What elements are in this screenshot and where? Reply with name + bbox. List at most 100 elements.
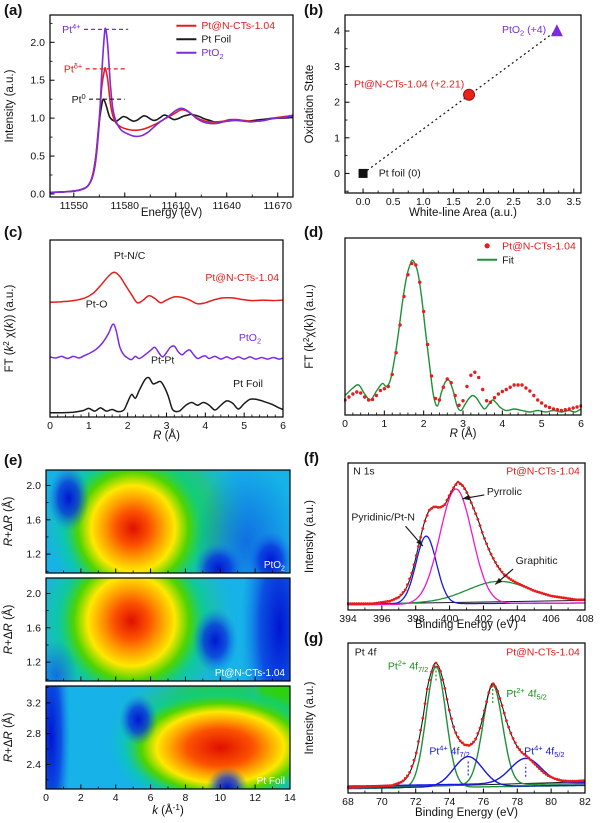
svg-text:2.0: 2.0	[26, 480, 41, 492]
svg-text:394: 394	[339, 613, 357, 625]
svg-text:11670: 11670	[263, 200, 292, 212]
panel-c-ft-exafs-chart: 0 1 2 3 4 5 6 Pt-N/C Pt@N-CTs-1.04 Pt-O PtO2 Pt-Pt P…	[2, 239, 286, 442]
svg-text:Pt Foil: Pt Foil	[233, 378, 263, 390]
svg-text:PtO2: PtO2	[201, 47, 223, 61]
svg-text:406: 406	[542, 613, 560, 625]
svg-text:4: 4	[499, 418, 505, 430]
svg-text:68: 68	[342, 796, 354, 808]
panel-b-label: (b)	[304, 2, 324, 19]
svg-text:Pt-N/C: Pt-N/C	[114, 250, 146, 262]
panel-d-label: (d)	[304, 224, 324, 241]
svg-text:0.0: 0.0	[356, 196, 371, 208]
svg-text:2: 2	[125, 420, 131, 432]
svg-text:Pt0: Pt0	[72, 92, 86, 106]
svg-text:4: 4	[202, 420, 208, 432]
svg-text:0.5: 0.5	[386, 196, 401, 208]
svg-text:Energy (eV): Energy (eV)	[141, 207, 203, 219]
svg-text:Intensity (a.u.): Intensity (a.u.)	[304, 681, 316, 754]
svg-text:3: 3	[164, 420, 170, 432]
svg-text:Pt@N-CTs-1.04 (+2.21): Pt@N-CTs-1.04 (+2.21)	[354, 78, 464, 90]
svg-text:Pt 4f: Pt 4f	[355, 647, 377, 659]
panel-g-pt4f-xps-chart: 68 70 72 74 76 78 80 82 Pt 4f Pt@N-CTs-1.04 Pt2+ 4…	[304, 642, 591, 819]
svg-text:0.0: 0.0	[30, 188, 45, 200]
svg-text:PtO2: PtO2	[264, 560, 285, 573]
svg-text:Binding Energy (eV): Binding Energy (eV)	[415, 619, 518, 631]
svg-text:80: 80	[545, 796, 557, 808]
svg-text:White-line Area (a.u.): White-line Area (a.u.)	[409, 207, 517, 219]
svg-text:FT (k2 χ(k)) (a.u.): FT (k2 χ(k)) (a.u.)	[2, 284, 16, 372]
svg-text:11640: 11640	[213, 200, 242, 212]
svg-text:2: 2	[334, 97, 340, 109]
svg-text:0: 0	[342, 418, 348, 430]
svg-text:12: 12	[249, 792, 261, 804]
svg-text:Pyrrolic: Pyrrolic	[487, 486, 522, 498]
svg-text:3.5: 3.5	[566, 196, 581, 208]
svg-text:3: 3	[460, 418, 466, 430]
svg-text:6: 6	[578, 418, 584, 430]
panel-f-n1s-xps-chart: 394 396 398 400 402 404 406 408 N 1s Pt@N-CTs-1.0…	[304, 462, 594, 631]
svg-text:3: 3	[334, 61, 340, 73]
svg-text:5: 5	[539, 418, 545, 430]
panel-g-label: (g)	[304, 630, 324, 647]
svg-text:2.0: 2.0	[476, 196, 491, 208]
svg-text:1.6: 1.6	[26, 514, 41, 526]
svg-text:4: 4	[334, 26, 340, 38]
svg-text:400: 400	[441, 613, 459, 625]
svg-text:1.5: 1.5	[446, 196, 461, 208]
svg-text:1: 1	[86, 420, 92, 432]
svg-text:Pt4+ 4f5/2: Pt4+ 4f5/2	[524, 743, 564, 759]
svg-text:404: 404	[509, 613, 527, 625]
svg-text:4: 4	[113, 792, 119, 804]
svg-text:Intensity (a.u.): Intensity (a.u.)	[304, 500, 316, 573]
panel-d-exafs-fit-chart: 0 1 2 3 4 5 6 Pt@N-CTs-1.04 Fit R (Å) FT (k2χ(k)) …	[302, 237, 584, 440]
svg-text:R+ΔR (Å): R+ΔR (Å)	[2, 713, 15, 763]
svg-text:82: 82	[579, 796, 591, 808]
panel-f-label: (f)	[304, 450, 319, 467]
svg-text:3.2: 3.2	[26, 697, 41, 709]
svg-text:402: 402	[475, 613, 493, 625]
svg-text:Pt-O: Pt-O	[86, 299, 108, 311]
svg-text:10: 10	[214, 792, 226, 804]
svg-text:1: 1	[381, 418, 387, 430]
svg-text:R+ΔR (Å): R+ΔR (Å)	[2, 497, 15, 547]
svg-text:Pt@N-CTs-1.04: Pt@N-CTs-1.04	[502, 240, 576, 252]
svg-text:1.0: 1.0	[30, 113, 45, 125]
svg-text:11610: 11610	[162, 200, 191, 212]
svg-text:N 1s: N 1s	[353, 466, 375, 478]
svg-text:R (Å): R (Å)	[153, 429, 180, 442]
svg-text:2: 2	[78, 792, 84, 804]
svg-text:Ptδ+: Ptδ+	[64, 62, 82, 76]
svg-text:Oxidation State: Oxidation State	[304, 65, 316, 144]
svg-text:70: 70	[376, 796, 388, 808]
svg-text:0.5: 0.5	[30, 151, 45, 163]
svg-text:1: 1	[334, 132, 340, 144]
svg-text:0: 0	[43, 792, 49, 804]
svg-text:1.2: 1.2	[26, 549, 41, 561]
svg-text:Fit: Fit	[502, 254, 514, 266]
svg-text:1.5: 1.5	[30, 75, 45, 87]
panel-e-wavelet-transform-heatmaps: 1.2 1.6 2.0 PtO2 R+ΔR (Å) 1.2 1.6 2.0 Pt@N-CTs-1…	[2, 469, 296, 817]
panel-a-xanes-chart: 11550 11580 11610 11640 11670 0.0 0.5 1.0 1.5 2.0…	[4, 14, 294, 219]
svg-text:8: 8	[183, 792, 189, 804]
svg-text:Pt2+ 4f7/2: Pt2+ 4f7/2	[388, 658, 428, 674]
svg-text:Binding Energy (eV): Binding Energy (eV)	[415, 807, 518, 819]
svg-text:PtO2 (+4): PtO2 (+4)	[502, 24, 546, 38]
svg-text:1.6: 1.6	[26, 622, 41, 634]
panel-b-oxidation-state-chart: 0.0 0.5 1.0 1.5 2.0 2.5 3.0 3.5 0 1 2 3 4 Pt@N-CTs-1.…	[304, 14, 582, 219]
svg-text:Pyridinic/Pt-N: Pyridinic/Pt-N	[351, 512, 415, 524]
svg-text:Pt@N-CTs-1.04: Pt@N-CTs-1.04	[506, 466, 580, 478]
svg-text:R (Å): R (Å)	[450, 427, 477, 440]
panel-e-label: (e)	[4, 452, 23, 469]
svg-text:Pt2+ 4f5/2: Pt2+ 4f5/2	[506, 686, 546, 702]
svg-text:11550: 11550	[60, 200, 89, 212]
svg-text:2.0: 2.0	[30, 37, 45, 49]
svg-text:2.5: 2.5	[506, 196, 521, 208]
svg-text:76: 76	[478, 796, 490, 808]
svg-text:2: 2	[421, 418, 427, 430]
svg-text:74: 74	[444, 796, 456, 808]
svg-text:5: 5	[241, 420, 247, 432]
svg-text:3.0: 3.0	[536, 196, 551, 208]
svg-text:396: 396	[373, 613, 391, 625]
svg-text:Pt-Pt: Pt-Pt	[151, 354, 174, 366]
